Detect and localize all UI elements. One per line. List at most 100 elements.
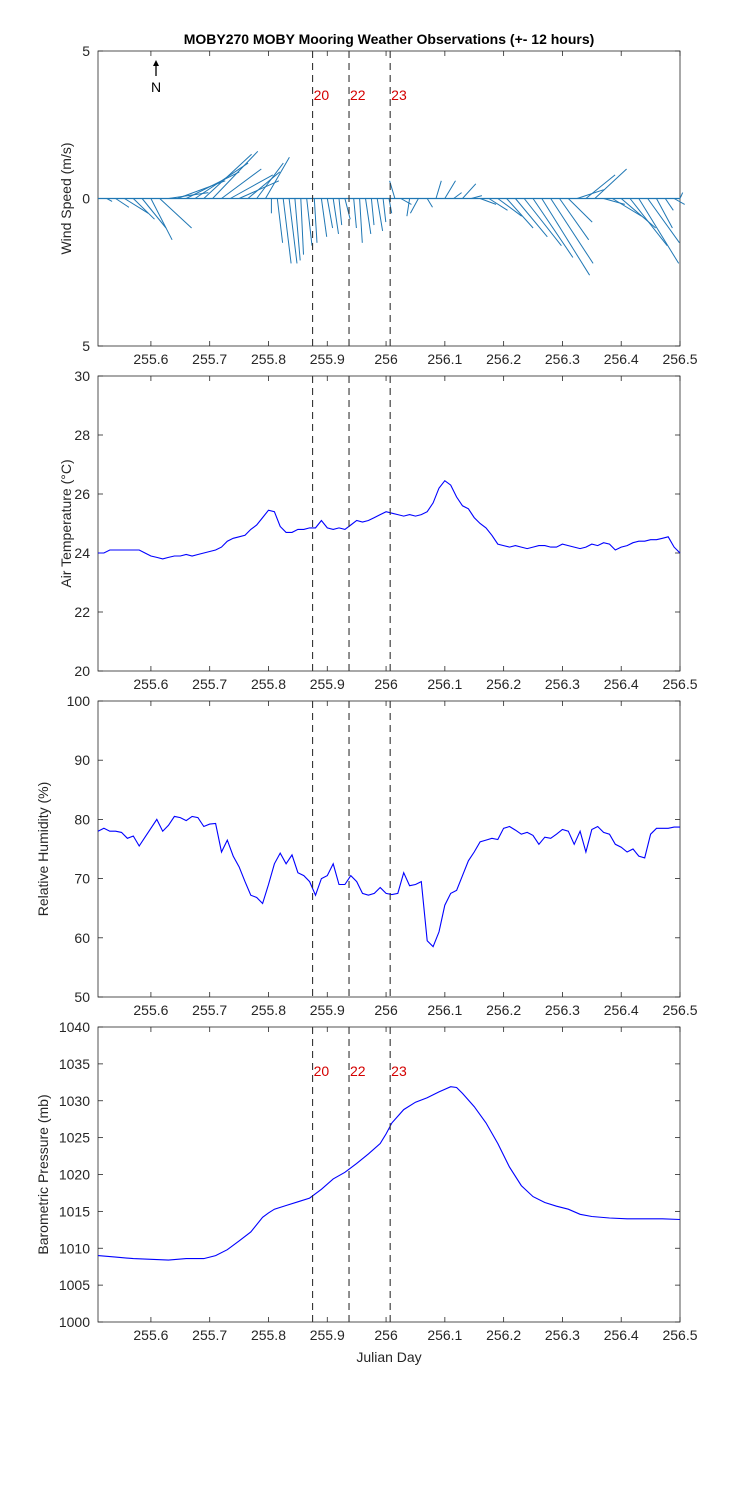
- wind-vector: [221, 168, 262, 199]
- wind-vector: [185, 171, 240, 199]
- marker-label: 22: [350, 87, 366, 103]
- y-tick-label: 60: [74, 930, 90, 946]
- wind-vector: [141, 198, 167, 229]
- wind-vector: [294, 198, 301, 261]
- wind-vector: [612, 198, 642, 217]
- x-tick-label: 256.3: [545, 1002, 580, 1018]
- x-tick-label: 256: [374, 351, 398, 367]
- x-tick-label: 256.4: [604, 351, 639, 367]
- wind-vector: [647, 198, 680, 244]
- wind-vector: [194, 162, 249, 199]
- wind-vector: [435, 180, 442, 199]
- x-tick-label: 256.1: [427, 676, 462, 692]
- wind-vector: [629, 198, 668, 247]
- y-axis-label: Relative Humidity (%): [35, 782, 51, 917]
- x-tick-label: 256.4: [604, 676, 639, 692]
- x-tick-label: 256.2: [486, 676, 521, 692]
- wind-vector: [332, 198, 339, 234]
- wind-vector: [453, 192, 462, 199]
- wind-vector: [359, 198, 363, 243]
- wind-vector: [344, 198, 351, 220]
- north-arrow-icon: [153, 60, 159, 76]
- x-tick-label: 256.1: [427, 1002, 462, 1018]
- series-line: [97, 815, 680, 948]
- y-tick-label: 1040: [59, 1019, 90, 1035]
- north-label: N: [151, 79, 161, 95]
- x-tick-label: 256.1: [427, 1327, 462, 1343]
- panel-wind: 255.6 255.7 255.8 255.9 256 256.1 256.2 256.3 25…: [58, 43, 698, 367]
- x-tick-label: 255.8: [251, 1002, 286, 1018]
- x-tick-label: 256.5: [662, 1002, 697, 1018]
- wind-vector: [515, 198, 548, 238]
- wind-vector: [230, 174, 274, 199]
- y-tick-label: 100: [67, 693, 91, 709]
- y-tick-label: 1025: [59, 1130, 90, 1146]
- wind-vector: [585, 174, 616, 199]
- wind-vector: [124, 198, 149, 214]
- wind-vector: [326, 198, 334, 229]
- x-tick-label: 256.4: [604, 1002, 639, 1018]
- wind-vector: [388, 198, 393, 214]
- wind-vector: [638, 198, 680, 264]
- x-tick-label: 255.9: [310, 1002, 345, 1018]
- x-tick-label: 256.2: [486, 1327, 521, 1343]
- x-tick-label: 255.7: [192, 351, 227, 367]
- wind-vector: [306, 198, 313, 246]
- panel-humidity: 255.6 255.7 255.8 255.9 256 256.1 256.2 256.3 25…: [35, 693, 698, 1018]
- wind-vector: [382, 198, 387, 223]
- x-tick-label: 255.9: [310, 1327, 345, 1343]
- y-tick-label: 20: [74, 663, 90, 679]
- wind-vector: [541, 198, 591, 276]
- figure-title: MOBY270 MOBY Mooring Weather Observation…: [184, 31, 595, 47]
- x-tick-label: 256: [374, 1002, 398, 1018]
- wind-vector: [288, 198, 298, 264]
- wind-vector: [300, 198, 304, 255]
- wind-vector: [376, 198, 384, 231]
- x-tick-label: 256.3: [545, 1327, 580, 1343]
- wind-vector: [673, 198, 685, 205]
- x-tick-label: 256: [374, 1327, 398, 1343]
- wind-vector: [406, 198, 411, 217]
- wind-vector: [256, 162, 284, 199]
- series-line: [98, 479, 681, 560]
- wind-vector: [426, 198, 433, 208]
- wind-vector: [282, 198, 292, 264]
- x-tick-label: 256.2: [486, 351, 521, 367]
- marker-label: 23: [391, 1063, 407, 1079]
- wind-vector: [664, 198, 674, 211]
- wind-vector: [338, 198, 343, 226]
- x-tick-label: 255.6: [133, 351, 168, 367]
- y-tick-label: 1005: [59, 1277, 90, 1293]
- x-tick-label: 256.5: [662, 351, 697, 367]
- y-tick-label: 1030: [59, 1093, 90, 1109]
- y-tick-label: 1000: [59, 1314, 90, 1330]
- wind-vector: [523, 198, 562, 247]
- y-axis-label: Air Temperature (°C): [58, 459, 74, 587]
- wind-vector: [462, 183, 477, 199]
- wind-vector: [479, 198, 497, 205]
- x-tick-label: 256.3: [545, 351, 580, 367]
- y-tick-label: 5: [82, 338, 90, 354]
- wind-vector: [265, 156, 290, 199]
- x-tick-label: 255.9: [310, 676, 345, 692]
- wind-vector: [506, 198, 534, 229]
- panel-pressure: 255.6 255.7 255.8 255.9 256 256.1 256.2 256.3 25…: [35, 1019, 698, 1365]
- y-axis-label: Wind Speed (m/s): [58, 142, 74, 254]
- y-tick-label: 50: [74, 989, 90, 1005]
- x-tick-label: 255.6: [133, 676, 168, 692]
- y-tick-label: 1035: [59, 1056, 90, 1072]
- plot-frame: [97, 700, 681, 998]
- x-tick-label: 255.7: [192, 1327, 227, 1343]
- y-tick-label: 1020: [59, 1167, 90, 1183]
- wind-vector: [567, 198, 593, 223]
- x-tick-label: 255.7: [192, 1002, 227, 1018]
- wind-vector: [594, 168, 627, 199]
- wind-vector: [212, 150, 259, 199]
- wind-vector: [488, 198, 508, 211]
- x-tick-label: 256.2: [486, 1002, 521, 1018]
- wind-vector: [276, 198, 284, 243]
- wind-vector: [576, 189, 604, 199]
- wind-vector: [313, 198, 318, 243]
- plot-frame: [97, 375, 681, 672]
- y-tick-label: 80: [74, 811, 90, 827]
